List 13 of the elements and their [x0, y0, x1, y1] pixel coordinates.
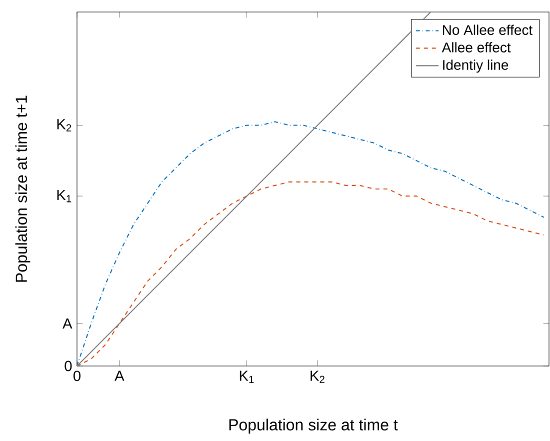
text: K$_{1}$ [57, 190, 72, 202]
legend-label: Allee effect [442, 42, 511, 52]
x-tick-label: A [114, 370, 124, 381]
y-axis-title: Population size at time t+1 [15, 96, 30, 282]
text: 0 [64, 360, 72, 372]
legend-label: Identiy line [443, 60, 508, 73]
text: K$_{2}$ [57, 119, 72, 132]
x-tick-label: K$_{1}$ [240, 370, 254, 383]
x-tick-label: 0 [73, 370, 80, 382]
text: A [62, 318, 72, 329]
x-axis-title: Population size at time t [229, 418, 398, 434]
x-tick-label: K$_{2}$ [310, 370, 324, 383]
legend-label: No Allee effect [442, 24, 533, 35]
